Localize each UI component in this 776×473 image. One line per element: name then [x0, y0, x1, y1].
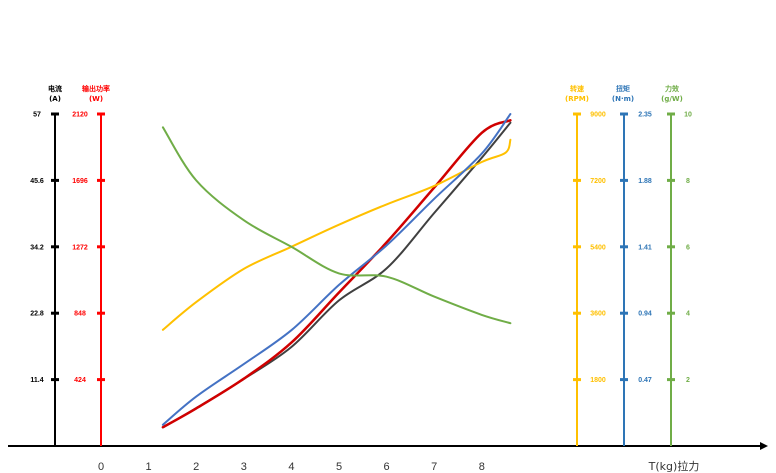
torque-tick-label: 1.88 — [638, 178, 652, 185]
power-tick-label: 424 — [74, 377, 86, 384]
torque-series-line — [161, 113, 512, 426]
torque-tick-label: 0.94 — [638, 311, 652, 318]
current-axis-unit: (A) — [49, 95, 61, 103]
efficiency-tick-label: 4 — [686, 311, 690, 318]
x-tick-label: 2 — [193, 461, 199, 473]
speed-tick-label: 9000 — [590, 112, 606, 119]
speed-tick-label: 7200 — [590, 178, 606, 185]
current-axis-title: 电流 — [48, 84, 62, 93]
speed-axis-unit: (RPM) — [565, 95, 589, 103]
speed-tick-label: 3600 — [590, 311, 606, 318]
current-tick-label: 34.2 — [30, 244, 44, 251]
speed-axis-title: 转速 — [570, 84, 584, 93]
efficiency-tick-label: 8 — [686, 178, 690, 185]
power-axis-unit: (W) — [89, 95, 103, 103]
torque-axis-title: 扭矩 — [616, 84, 630, 93]
x-tick-label: 8 — [479, 461, 485, 473]
speed-tick-label: 1800 — [590, 377, 606, 384]
current-tick-label: 45.6 — [30, 178, 44, 185]
speed-series-line — [161, 138, 512, 331]
torque-tick-label: 1.41 — [638, 244, 652, 251]
x-tick-label: 4 — [288, 461, 294, 473]
x-tick-label: 7 — [431, 461, 437, 473]
torque-tick-label: 2.35 — [638, 112, 652, 119]
efficiency-tick-label: 2 — [686, 377, 690, 384]
current-tick-label: 22.8 — [30, 311, 44, 318]
x-tick-label: 6 — [384, 461, 390, 473]
speed-tick-label: 5400 — [590, 244, 606, 251]
torque-tick-label: 0.47 — [638, 377, 652, 384]
x-axis-title: T(kg)拉力 — [648, 459, 700, 473]
current-tick-label: 57 — [33, 112, 41, 119]
power-axis-title: 输出功率 — [82, 84, 110, 93]
efficiency-tick-label: 10 — [684, 112, 692, 119]
power-tick-label: 848 — [74, 311, 86, 318]
x-tick-label: 1 — [146, 461, 152, 473]
efficiency-series-line — [161, 126, 512, 325]
torque-axis-unit: (N·m) — [612, 95, 634, 103]
x-tick-label: 5 — [336, 461, 342, 473]
power-series-line — [161, 119, 512, 429]
efficiency-axis-title: 力效 — [665, 84, 680, 93]
efficiency-tick-label: 6 — [686, 244, 690, 251]
x-tick-label: 0 — [98, 461, 104, 473]
x-tick-label: 3 — [241, 461, 247, 473]
current-tick-label: 11.4 — [30, 377, 43, 384]
efficiency-axis-unit: (g/W) — [661, 95, 683, 103]
power-tick-label: 2120 — [72, 112, 88, 119]
power-tick-label: 1272 — [72, 244, 88, 251]
power-tick-label: 1696 — [72, 178, 88, 185]
current-series-line — [161, 121, 512, 429]
x-axis-arrow — [760, 442, 768, 450]
